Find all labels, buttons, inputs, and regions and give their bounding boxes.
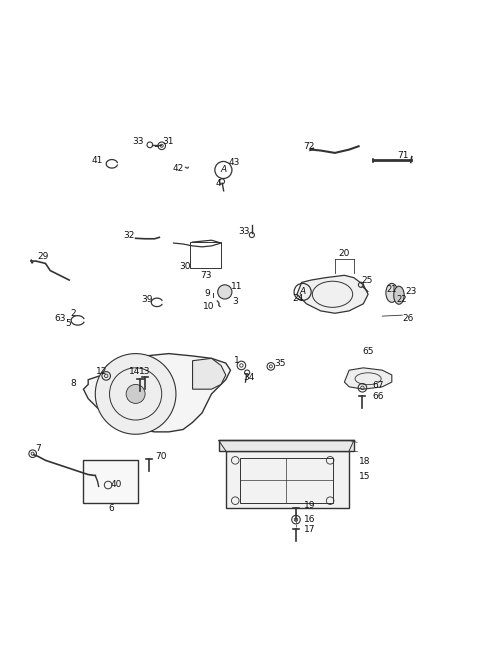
Text: 2: 2 [70, 309, 76, 318]
Text: 26: 26 [403, 314, 414, 322]
Circle shape [126, 384, 145, 403]
Text: 66: 66 [372, 392, 384, 401]
Bar [240, 458, 333, 503]
Text: 20: 20 [339, 250, 350, 259]
Text: A: A [300, 288, 306, 297]
Polygon shape [297, 275, 368, 313]
Text: 4: 4 [216, 179, 221, 188]
Text: 3: 3 [232, 297, 238, 306]
Text: 33: 33 [238, 227, 250, 236]
Text: 6: 6 [108, 504, 114, 514]
Text: 39: 39 [142, 295, 153, 305]
Text: 22: 22 [396, 295, 407, 305]
Text: 21: 21 [386, 284, 397, 293]
Text: 12: 12 [96, 367, 107, 376]
Text: A: A [220, 166, 227, 174]
Text: 34: 34 [243, 373, 254, 382]
Text: 70: 70 [156, 452, 167, 461]
Text: 14: 14 [129, 367, 140, 376]
Text: 5: 5 [65, 319, 71, 328]
Text: 29: 29 [37, 252, 49, 261]
Circle shape [218, 285, 232, 299]
Text: 24: 24 [292, 293, 303, 303]
Ellipse shape [394, 286, 404, 305]
Polygon shape [84, 354, 230, 432]
Text: 72: 72 [303, 141, 314, 151]
Text: 65: 65 [362, 346, 374, 356]
Bar [219, 440, 354, 451]
Ellipse shape [386, 284, 398, 303]
Text: 11: 11 [230, 282, 242, 291]
Text: 63: 63 [54, 314, 65, 322]
Text: 40: 40 [111, 479, 122, 489]
Bar [190, 242, 221, 268]
Bar [84, 460, 138, 503]
Text: 42: 42 [173, 164, 184, 173]
Text: 67: 67 [372, 381, 384, 390]
Polygon shape [344, 368, 392, 389]
Text: 19: 19 [304, 501, 315, 510]
Text: 16: 16 [304, 515, 315, 524]
Text: 33: 33 [132, 137, 144, 146]
Text: 23: 23 [405, 288, 417, 297]
Text: 43: 43 [228, 159, 240, 168]
Text: 10: 10 [203, 302, 214, 310]
Circle shape [96, 354, 176, 434]
Text: 7: 7 [36, 445, 41, 453]
Text: 32: 32 [123, 231, 134, 240]
Text: 71: 71 [397, 151, 408, 160]
Bar [226, 451, 349, 508]
Text: 73: 73 [200, 271, 212, 280]
Text: 35: 35 [275, 359, 286, 368]
Text: 1: 1 [234, 356, 240, 365]
Text: 8: 8 [70, 379, 76, 388]
Text: 9: 9 [205, 289, 211, 298]
Text: 17: 17 [304, 525, 315, 534]
Text: 41: 41 [92, 156, 103, 165]
Text: 30: 30 [179, 262, 191, 271]
Text: 31: 31 [162, 137, 174, 146]
Text: 13: 13 [139, 367, 151, 376]
Text: 15: 15 [359, 472, 370, 481]
Text: 18: 18 [359, 457, 370, 466]
Text: 25: 25 [361, 276, 373, 284]
Polygon shape [192, 358, 226, 389]
